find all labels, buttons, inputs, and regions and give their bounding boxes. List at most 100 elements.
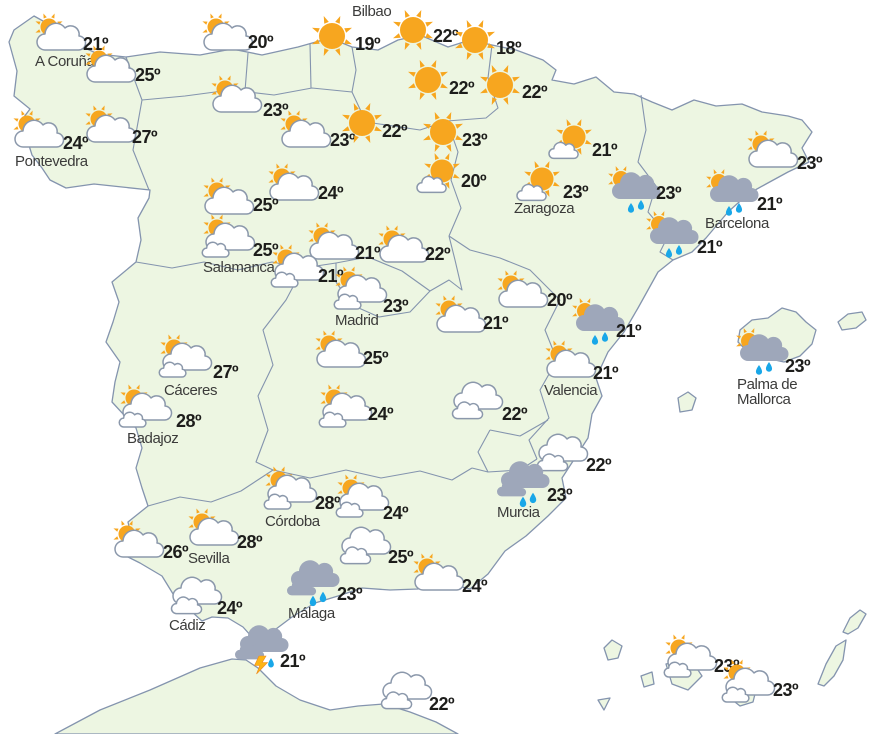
temperature-label: 22º [425,244,451,264]
weather-station[interactable]: 20º [202,13,275,52]
lanzarote-island [842,609,867,635]
weather-station[interactable]: 20º [416,153,488,194]
weather-station[interactable]: 23º [422,111,489,153]
temperature-label: 23º [337,584,363,604]
city-label: Mallorca [737,391,792,408]
weather-station[interactable]: 23º [663,634,741,678]
weather-station[interactable]: 23º [211,75,290,120]
weather-station[interactable]: 22º [479,64,549,106]
temperature-label: 25º [135,65,161,85]
sun-clouds-icon [333,266,388,310]
weather-station[interactable]: 18º [454,19,523,61]
weather-station[interactable]: 22º [536,433,613,475]
sun-cloud-icon [35,13,87,51]
sun-icon [422,111,464,153]
weather-station[interactable]: 21º [270,244,345,288]
temperature-label: 23º [263,100,289,120]
temperature-label: 27º [132,127,158,147]
weather-station[interactable]: 22º [378,225,452,264]
weather-station[interactable]: 23º [608,166,683,213]
temperature-label: 19º [355,34,381,54]
storm-icon [235,625,289,675]
weather-station[interactable]: 21º [435,295,510,333]
weather-station[interactable]: 21º [235,625,307,675]
sun-clouds-icon [158,334,213,378]
temperature-label: 21º [616,321,642,341]
menorca-island [837,311,867,331]
sun-cloud-icon [85,45,137,83]
weather-station[interactable]: 25º [203,177,280,215]
temperature-label: 22º [522,82,548,102]
temperature-label: 21º [280,651,306,671]
sun-cloud-icon [268,163,320,201]
weather-station[interactable]: 22º [380,671,456,714]
weather-station[interactable]: 23º [721,659,800,703]
city-label: Cáceres [164,382,217,399]
temperature-label: 24º [217,598,243,618]
temperature-label: 22º [449,78,475,98]
temperature-label: 21º [592,140,618,160]
weather-station[interactable]: 25º [339,526,415,567]
la-palma-island [603,639,623,661]
temperature-label: 28º [315,493,341,513]
temperature-label: 24º [63,133,89,153]
clouds-icon [339,526,392,565]
ibiza-island [677,391,697,413]
africa-coast [54,658,459,734]
weather-station[interactable]: 23º [747,130,824,173]
weather-station[interactable]: 24º [413,553,489,596]
sun-cloud-icon [188,508,240,546]
sun-clouds-icon [663,634,718,678]
sun-rain-icon [608,166,661,213]
weather-station[interactable]: 20º [497,270,574,310]
sun-cloud-icon [280,110,332,148]
weather-station[interactable]: 24º [268,163,345,203]
city-label: A Coruña [35,53,95,70]
sun-icon [454,19,496,61]
weather-station[interactable]: 22º [451,381,529,424]
weather-station[interactable]: 21º [548,119,619,160]
weather-station[interactable]: 25º [315,330,390,368]
weather-station[interactable]: 28º Sevilla [188,508,264,567]
weather-station[interactable]: 23º [280,110,357,150]
rain-icon [497,461,550,508]
city-label: Córdoba [265,513,321,530]
weather-station[interactable]: 21º [646,211,724,258]
sun-rain-icon [736,328,789,375]
weather-station[interactable]: 19º Bilbao [311,3,392,57]
temperature-label: 26º [163,542,189,562]
weather-station[interactable]: 24º Cádiz [169,576,244,634]
weather-station[interactable]: 24º [335,474,410,523]
sun-rain-icon [706,169,759,216]
sun-cloudlet-icon [516,161,560,202]
weather-station[interactable]: 27º [85,105,159,147]
weather-station[interactable]: 21º [572,298,643,345]
weather-station[interactable]: 22º [341,102,409,144]
weather-station[interactable]: 23º Murcia [497,461,574,521]
sun-rain-icon [572,298,625,345]
temperature-label: 22º [382,121,408,141]
weather-station[interactable]: 25º [85,45,162,85]
sun-icon [311,15,353,57]
weather-station[interactable]: 22º [407,59,476,101]
clouds-icon [451,381,504,420]
weather-station[interactable]: 22º [392,9,460,51]
weather-station[interactable]: 26º [113,520,190,562]
temperature-label: 25º [388,547,414,567]
weather-station[interactable]: 24º [318,384,395,428]
weather-station[interactable]: 21º [308,222,382,263]
city-label: Bilbao [352,3,391,20]
